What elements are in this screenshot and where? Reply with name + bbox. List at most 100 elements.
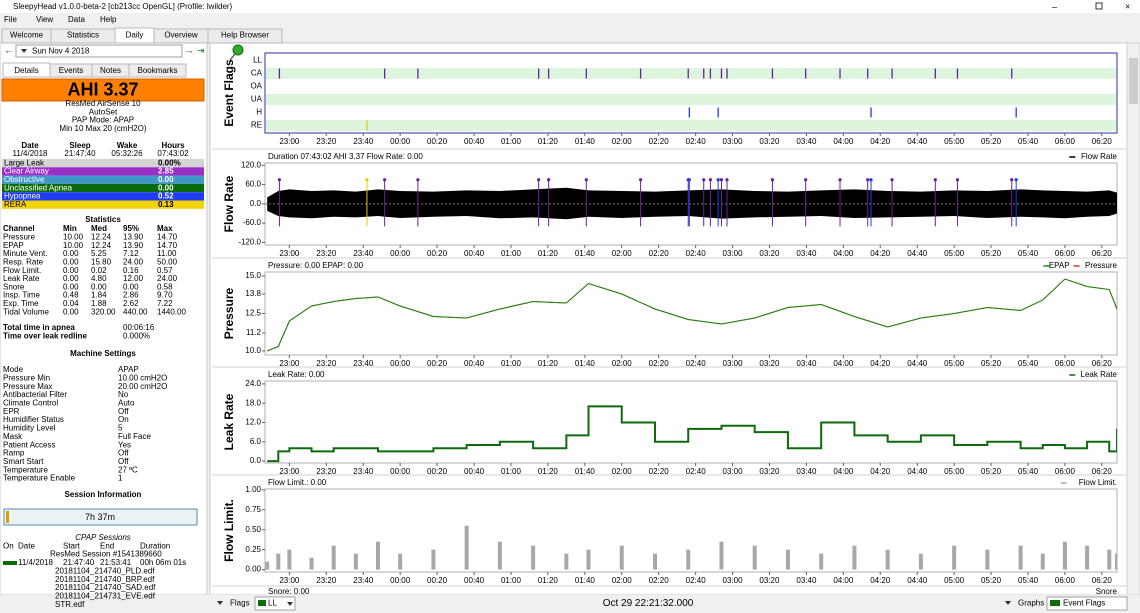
session-name: ResMed Session #1541389660 — [50, 550, 162, 559]
x-tick-label: 00:00 — [390, 467, 411, 476]
x-tick-label: 02:00 — [612, 576, 633, 585]
flow-limit-bar — [652, 553, 657, 570]
stats-cell: 0.00 — [63, 307, 79, 316]
detail-tab-label[interactable]: Details — [14, 66, 38, 75]
y-tick-label: 120.0 — [241, 160, 262, 169]
y-tick-label: -120.0 — [238, 238, 261, 247]
nav-back[interactable]: ← — [4, 46, 14, 57]
y-tick-label: 10.0 — [245, 346, 261, 355]
stats-header: Channel — [3, 224, 35, 233]
stats-cell: 14.70 — [157, 241, 178, 250]
summary-header: Date — [21, 141, 39, 150]
tab[interactable] — [207, 28, 283, 44]
x-tick-label: 03:20 — [759, 137, 780, 146]
setting-name: EPR — [3, 407, 20, 416]
flag-select-swatch — [258, 600, 266, 606]
graph-title: Flow Limit. — [222, 499, 236, 562]
x-tick-label: 06:20 — [1092, 137, 1113, 146]
stats-cell: 12.24 — [91, 241, 112, 250]
stats-cell: 440.00 — [123, 307, 148, 316]
stats-cell: 10.00 — [63, 241, 84, 250]
stats-cell: 13.90 — [123, 241, 144, 250]
x-tick-label: 02:00 — [612, 467, 633, 476]
graph-title: Pressure — [222, 287, 236, 339]
x-tick-label: 03:20 — [759, 249, 780, 258]
tab-label[interactable]: Help Browser — [221, 31, 269, 40]
x-tick-label: 00:40 — [464, 467, 485, 476]
current-time: Oct 29 22:21:32.000 — [603, 598, 694, 609]
y-tick-label: 24.0 — [245, 379, 261, 388]
flag-select-value[interactable]: LL — [268, 599, 277, 608]
flow-event-dot — [1014, 178, 1018, 182]
tab-label[interactable]: Welcome — [10, 31, 44, 40]
pin-icon[interactable] — [232, 44, 244, 56]
graph-select-value[interactable]: Event Flags — [1063, 599, 1105, 608]
menu-item[interactable]: Help — [100, 15, 117, 24]
x-tick-label: 02:00 — [612, 137, 633, 146]
nav-forward[interactable]: → — [184, 46, 194, 57]
close-button[interactable]: × — [1125, 1, 1130, 11]
scrollbar-thumb[interactable] — [1129, 58, 1138, 104]
flow-limit-bar — [1115, 553, 1117, 570]
flow-limit-bar — [719, 541, 724, 570]
flow-event-dot — [687, 178, 691, 182]
tab-label[interactable]: Statistics — [67, 31, 99, 40]
detail-tab-label[interactable]: Notes — [100, 66, 121, 75]
x-tick-label: 04:00 — [833, 576, 854, 585]
x-tick-label: 05:20 — [981, 359, 1002, 368]
flow-limit-bar — [431, 549, 436, 570]
graph-header: Flow Limit.: 0.00 — [268, 478, 327, 487]
flags-arrow[interactable] — [217, 601, 223, 605]
stats-cell: 0.02 — [91, 266, 107, 275]
stats-cell: 0.04 — [63, 299, 79, 308]
setting-value: Auto — [118, 399, 135, 408]
session-on-indicator — [3, 561, 17, 565]
detail-tab-label[interactable]: Bookmarks — [137, 66, 177, 75]
x-tick-label: 23:40 — [353, 359, 374, 368]
legend-label: Flow Limit. — [1079, 478, 1117, 487]
x-tick-label: 01:00 — [501, 249, 522, 258]
flag-row-band — [266, 68, 1116, 79]
stats-cell: 10.00 — [63, 233, 84, 242]
session-header: Date — [18, 542, 35, 551]
flow-band — [267, 187, 1117, 220]
menu-item[interactable]: Data — [68, 15, 85, 24]
total-label: Total time in apnea — [3, 323, 75, 332]
leak-line — [267, 405, 1117, 463]
graphs-arrow[interactable] — [1005, 601, 1011, 605]
graph-select[interactable] — [1046, 596, 1128, 611]
stats-cell: 5.25 — [91, 249, 107, 258]
menu-item[interactable]: View — [36, 15, 53, 24]
graphs-label[interactable]: Graphs — [1018, 599, 1044, 608]
tab-label[interactable]: Daily — [126, 31, 144, 40]
detail-tab[interactable] — [128, 63, 187, 78]
setting-name: Antibacterial Filter — [3, 390, 67, 399]
setting-name: Pressure Max — [3, 382, 52, 391]
index-row — [2, 200, 204, 209]
x-tick-label: 05:20 — [981, 467, 1002, 476]
flags-label[interactable]: Flags — [230, 599, 250, 608]
x-tick-label: 00:20 — [427, 576, 448, 585]
detail-tab-label[interactable]: Events — [59, 66, 83, 75]
minimize-button[interactable]: – — [1052, 1, 1057, 11]
scrollbar[interactable] — [1126, 42, 1140, 596]
legend-label: Snore — [1096, 587, 1118, 596]
date-value[interactable]: Sun Nov 4 2018 — [32, 47, 90, 56]
flag-select-arrow[interactable] — [287, 602, 293, 606]
x-tick-label: 03:00 — [723, 137, 744, 146]
setting-value: No — [118, 390, 129, 399]
flow-event-dot — [638, 178, 643, 182]
index-name: Clear Airway — [4, 167, 49, 176]
x-tick-label: 05:40 — [1018, 576, 1039, 585]
date-dropdown-arrow — [21, 49, 27, 53]
session-file: 20181104_214731_EVE.edf — [55, 592, 156, 601]
menu-item[interactable]: File — [4, 15, 17, 24]
x-tick-label: 05:40 — [1018, 137, 1039, 146]
stats-cell: 0.00 — [63, 258, 79, 267]
maximize-button[interactable] — [1095, 2, 1103, 10]
stats-cell: EPAP — [3, 241, 24, 250]
nav-last[interactable]: ⇥ — [197, 45, 205, 55]
date-picker[interactable] — [15, 44, 183, 58]
tab-label[interactable]: Overview — [164, 31, 198, 40]
x-tick-label: 05:00 — [944, 249, 965, 258]
